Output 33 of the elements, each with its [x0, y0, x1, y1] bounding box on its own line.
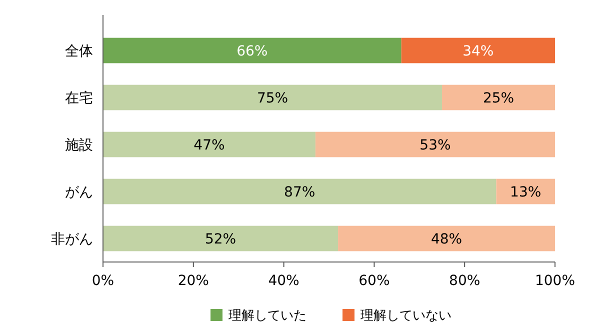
x-tick-label: 0%: [92, 273, 114, 289]
bar: [315, 132, 555, 158]
y-tick-label: 全体: [65, 43, 93, 60]
data-label: 13%: [510, 184, 542, 200]
bar: [442, 84, 555, 110]
data-label: 52%: [204, 231, 236, 248]
x-tick-label: 40%: [268, 273, 300, 289]
x-tick-label: 20%: [178, 273, 209, 289]
y-tick-label: 在宅: [65, 90, 93, 106]
bar: [103, 178, 496, 204]
y-tick-label: 施設: [65, 137, 93, 154]
data-label: 34%: [462, 43, 494, 60]
x-tick-label: 80%: [449, 273, 480, 289]
x-tick-label: 60%: [358, 273, 390, 289]
bar: [338, 226, 555, 252]
bar: [103, 226, 338, 252]
y-tick-label: 非がん: [51, 231, 93, 248]
bar: [496, 178, 555, 204]
bar: [401, 38, 555, 64]
data-label: 47%: [194, 137, 225, 154]
data-label: 87%: [284, 184, 316, 200]
legend-label: 理解していない: [360, 308, 452, 324]
bar: [103, 38, 402, 64]
legend-label: 理解していた: [228, 308, 306, 324]
data-label: 66%: [236, 43, 268, 60]
y-tick-label: がん: [65, 184, 93, 200]
bar: [103, 132, 316, 158]
data-label: 25%: [482, 90, 514, 106]
data-label: 53%: [420, 137, 451, 154]
data-label: 75%: [256, 90, 288, 106]
x-tick-label: 100%: [534, 273, 576, 289]
data-label: 48%: [430, 231, 462, 248]
bar: [103, 84, 442, 110]
